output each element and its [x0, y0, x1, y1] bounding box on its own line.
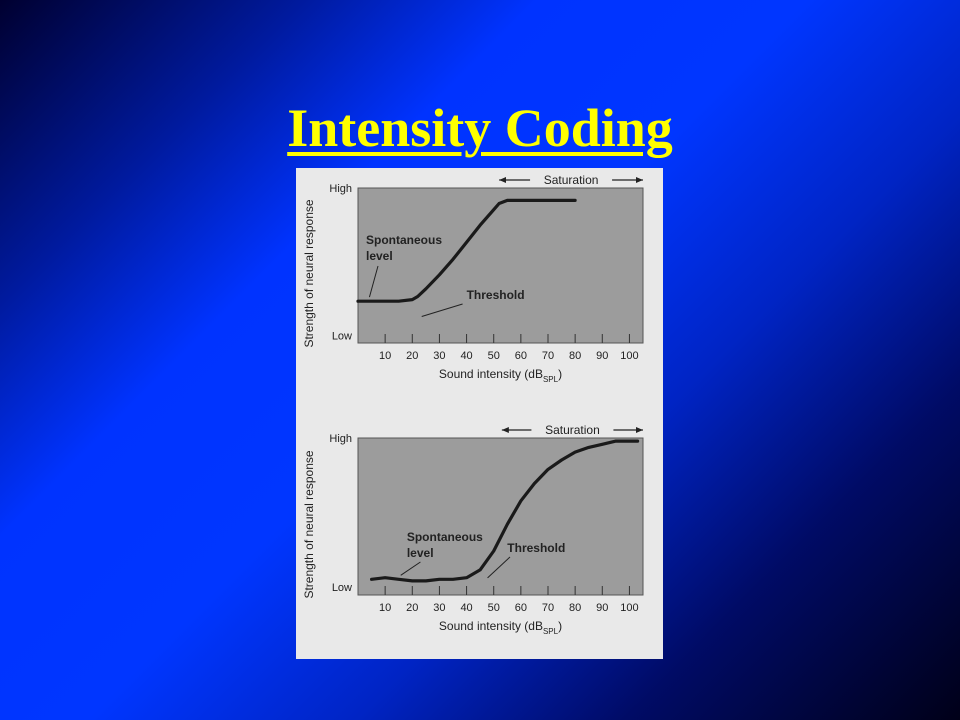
spontaneous-label: Spontaneous — [366, 233, 442, 247]
x-tick-label: 80 — [569, 350, 581, 362]
saturation-label: Saturation — [545, 423, 600, 437]
x-tick-label: 100 — [620, 602, 638, 614]
x-tick-label: 10 — [379, 602, 391, 614]
figure-svg: 10 20 30 40 50 60 70 80 90 100 Low High Sound intens… — [302, 173, 644, 636]
threshold-pointer — [487, 556, 511, 579]
level-label: level — [366, 249, 393, 263]
threshold-label: Threshold — [467, 288, 525, 302]
x-tick-label: 50 — [488, 350, 500, 362]
x-tick-label: 60 — [515, 350, 527, 362]
figure-panel: 10 20 30 40 50 60 70 80 90 100 Low High Sound intens… — [296, 168, 663, 659]
x-axis-label: Sound intensity (dBSPL) — [439, 367, 562, 384]
y-axis-label: Strength of neural response — [302, 199, 316, 347]
plot-area-2 — [357, 437, 644, 596]
level-label: level — [407, 546, 434, 560]
slide-title: Intensity Coding — [287, 98, 673, 158]
x-tick-label: 30 — [433, 350, 445, 362]
y-axis-label: Strength of neural response — [302, 450, 316, 598]
y-tick-label: Low — [332, 582, 352, 594]
spontaneous-label: Spontaneous — [407, 530, 483, 544]
y-tick-label: High — [329, 183, 352, 195]
chart-1: 10 20 30 40 50 60 70 80 90 100 Low High Sound intens… — [302, 173, 644, 384]
saturation-label: Saturation — [544, 173, 599, 187]
x-tick-label: 30 — [433, 602, 445, 614]
x-tick-label: 60 — [515, 602, 527, 614]
response-curve — [369, 439, 640, 583]
y-tick-label: High — [329, 433, 352, 445]
x-tick-label: 50 — [488, 602, 500, 614]
spontaneous-pointer — [368, 265, 379, 298]
x-tick-label: 40 — [460, 602, 472, 614]
plot-area-1 — [357, 187, 644, 344]
x-tick-label: 20 — [406, 350, 418, 362]
x-tick-label: 40 — [460, 350, 472, 362]
threshold-label: Threshold — [507, 541, 565, 555]
x-tick-label: 10 — [379, 350, 391, 362]
y-tick-label: Low — [332, 330, 352, 342]
x-tick-label: 70 — [542, 350, 554, 362]
x-tick-label: 80 — [569, 602, 581, 614]
chart-2: 10 20 30 40 50 60 70 80 90 100 Low High Sound intens… — [302, 423, 644, 636]
spontaneous-pointer — [400, 561, 421, 576]
threshold-pointer — [421, 303, 463, 317]
x-axis-label: Sound intensity (dBSPL) — [439, 619, 562, 636]
x-tick-label: 100 — [620, 350, 638, 362]
x-tick-label: 90 — [596, 602, 608, 614]
x-tick-label: 20 — [406, 602, 418, 614]
response-curve — [356, 198, 577, 303]
x-tick-label: 90 — [596, 350, 608, 362]
x-tick-label: 70 — [542, 602, 554, 614]
